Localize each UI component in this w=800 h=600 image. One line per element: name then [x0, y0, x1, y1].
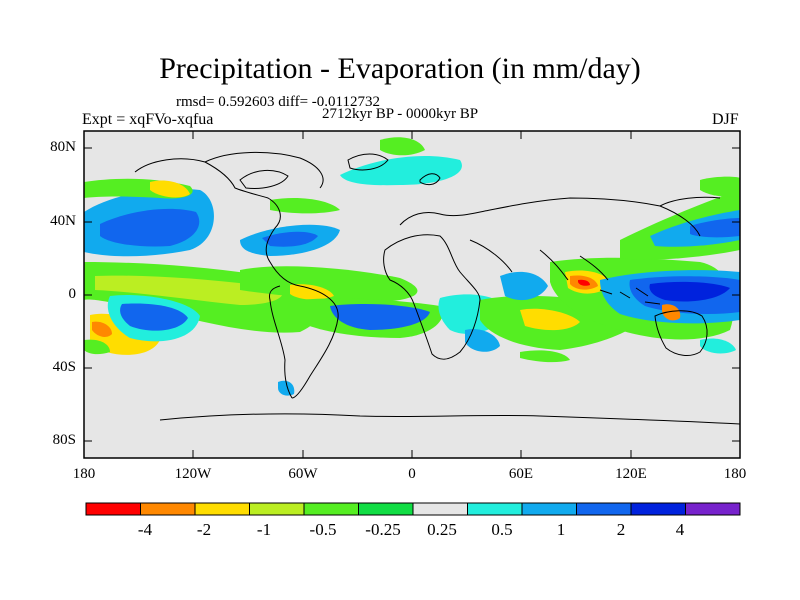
- x-tick-label: 60W: [288, 466, 318, 482]
- y-tick-label: 40S: [52, 359, 76, 375]
- field-region: [330, 304, 430, 330]
- field-layer: [84, 137, 740, 396]
- colorbar-swatch: [630, 502, 686, 516]
- colorbar-swatch: [576, 502, 632, 516]
- x-tick-label: 120E: [615, 466, 647, 482]
- colorbar-swatch: [521, 502, 577, 516]
- y-tick-label: 80N: [50, 139, 76, 155]
- season-label: DJF: [712, 111, 739, 128]
- field-region: [92, 321, 112, 337]
- colorbar-swatch: [303, 502, 359, 516]
- field-region: [100, 208, 200, 247]
- colorbar-label: 0.5: [491, 520, 513, 539]
- experiment-label: Expt = xqFVo-xqfua: [82, 111, 214, 128]
- colorbar-swatch: [249, 502, 305, 516]
- field-region: [690, 218, 740, 238]
- field-region: [520, 350, 570, 363]
- colorbar-label: -4: [137, 520, 153, 539]
- colorbar: [85, 502, 741, 516]
- colorbar-label: 2: [616, 520, 626, 539]
- colorbar-swatch: [140, 502, 196, 516]
- field-region: [95, 275, 283, 305]
- field-region: [262, 231, 318, 247]
- field-region: [700, 176, 740, 197]
- field-region: [278, 380, 295, 396]
- y-tick-label: 80S: [52, 432, 76, 448]
- time-period: 2712kyr BP - 0000kyr BP: [322, 106, 479, 122]
- colorbar-label: 1: [556, 520, 566, 539]
- colorbar-swatch: [467, 502, 523, 516]
- x-tick-label: 180: [723, 466, 747, 482]
- colorbar-label: -0.25: [365, 520, 401, 539]
- x-tick-label: 180: [72, 466, 96, 482]
- field-region: [240, 266, 418, 302]
- field-region: [649, 281, 730, 302]
- colorbar-label: 4: [675, 520, 685, 539]
- field-region: [500, 271, 548, 301]
- colorbar-label: -1: [256, 520, 272, 539]
- x-tick-label: 0: [408, 466, 416, 482]
- field-region: [120, 303, 188, 331]
- field-region: [520, 308, 580, 331]
- field-region: [340, 155, 462, 186]
- y-tick-label: 40N: [50, 213, 76, 229]
- field-region: [150, 180, 190, 198]
- field-region: [578, 279, 590, 286]
- field-region: [290, 284, 334, 300]
- x-tick-label: 120W: [174, 466, 212, 482]
- y-tick-label: 0: [68, 286, 77, 302]
- field-region: [84, 339, 110, 355]
- colorbar-label: 0.25: [427, 520, 457, 539]
- colorbar-label: -2: [196, 520, 212, 539]
- field-region: [270, 198, 340, 214]
- field-region: [662, 304, 681, 321]
- field-region: [380, 137, 425, 156]
- coastlines: [134, 151, 741, 425]
- colorbar-swatch: [194, 502, 250, 516]
- x-tick-label: 60E: [508, 466, 534, 482]
- colorbar-swatch: [358, 502, 414, 516]
- colorbar-label: -0.5: [309, 520, 337, 539]
- colorbar-swatch: [412, 502, 468, 516]
- field-region: [465, 328, 500, 352]
- map-title: Precipitation - Evaporation (in mm/day): [159, 52, 641, 85]
- colorbar-swatch: [685, 502, 741, 516]
- stats-line: rmsd= 0.592603 diff= -0.0112732: [176, 94, 380, 110]
- colorbar-swatch: [85, 502, 141, 516]
- axis-ticks: [83, 131, 741, 458]
- field-region: [700, 338, 736, 354]
